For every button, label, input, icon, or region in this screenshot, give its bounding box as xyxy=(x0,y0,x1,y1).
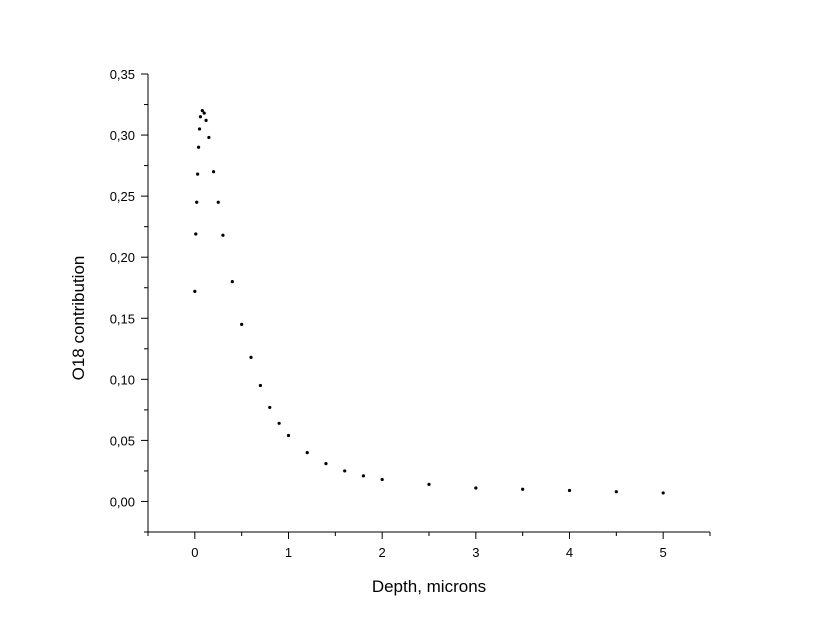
ticks: 0 1 2 3 4 5 0,00 0,05 0,10 0,15 0,20 0,25 0,30 0,35 xyxy=(110,67,711,560)
axes xyxy=(147,74,710,533)
data-point xyxy=(194,232,198,236)
data-point xyxy=(216,200,220,204)
y-tick-label: 0,35 xyxy=(110,67,135,82)
data-points xyxy=(193,109,665,495)
data-point xyxy=(197,127,202,131)
data-point xyxy=(277,421,281,425)
data-point xyxy=(240,322,244,326)
data-point xyxy=(343,469,347,473)
data-point xyxy=(661,491,665,495)
data-point xyxy=(249,355,253,359)
data-point xyxy=(324,462,328,466)
data-point xyxy=(614,490,618,494)
data-point xyxy=(221,233,225,237)
data-point xyxy=(204,118,208,123)
x-tick-label: 3 xyxy=(472,545,479,560)
data-point xyxy=(258,383,262,388)
y-tick-label: 0,30 xyxy=(110,128,135,143)
data-point xyxy=(193,289,197,293)
data-point xyxy=(195,200,199,204)
y-axis-title: O18 contribution xyxy=(69,256,88,381)
data-point xyxy=(207,135,211,140)
y-tick-label: 0,00 xyxy=(110,494,135,509)
x-tick-label: 5 xyxy=(660,545,667,560)
data-point xyxy=(198,115,203,119)
y-tick-label: 0,05 xyxy=(110,433,135,448)
data-point xyxy=(196,145,201,149)
data-point xyxy=(305,451,309,455)
data-point xyxy=(196,172,200,176)
data-point xyxy=(211,170,216,174)
x-tick-label: 1 xyxy=(285,545,292,560)
data-point xyxy=(567,488,572,493)
y-tick-label: 0,10 xyxy=(110,372,135,387)
data-point xyxy=(474,486,478,490)
data-point xyxy=(200,109,204,113)
data-point xyxy=(230,280,234,284)
data-point xyxy=(521,487,525,491)
y-tick-label: 0,15 xyxy=(110,311,135,326)
x-tick-label: 0 xyxy=(191,545,198,560)
data-point xyxy=(361,474,366,478)
y-tick-label: 0,20 xyxy=(110,250,135,265)
data-point xyxy=(286,433,291,438)
y-tick-label: 0,25 xyxy=(110,189,135,204)
x-tick-label: 2 xyxy=(379,545,386,560)
data-point xyxy=(380,477,384,482)
data-point xyxy=(202,111,206,115)
data-point xyxy=(268,405,272,410)
x-axis-title: Depth, microns xyxy=(372,577,486,596)
x-tick-label: 4 xyxy=(566,545,573,560)
data-point xyxy=(427,482,431,486)
